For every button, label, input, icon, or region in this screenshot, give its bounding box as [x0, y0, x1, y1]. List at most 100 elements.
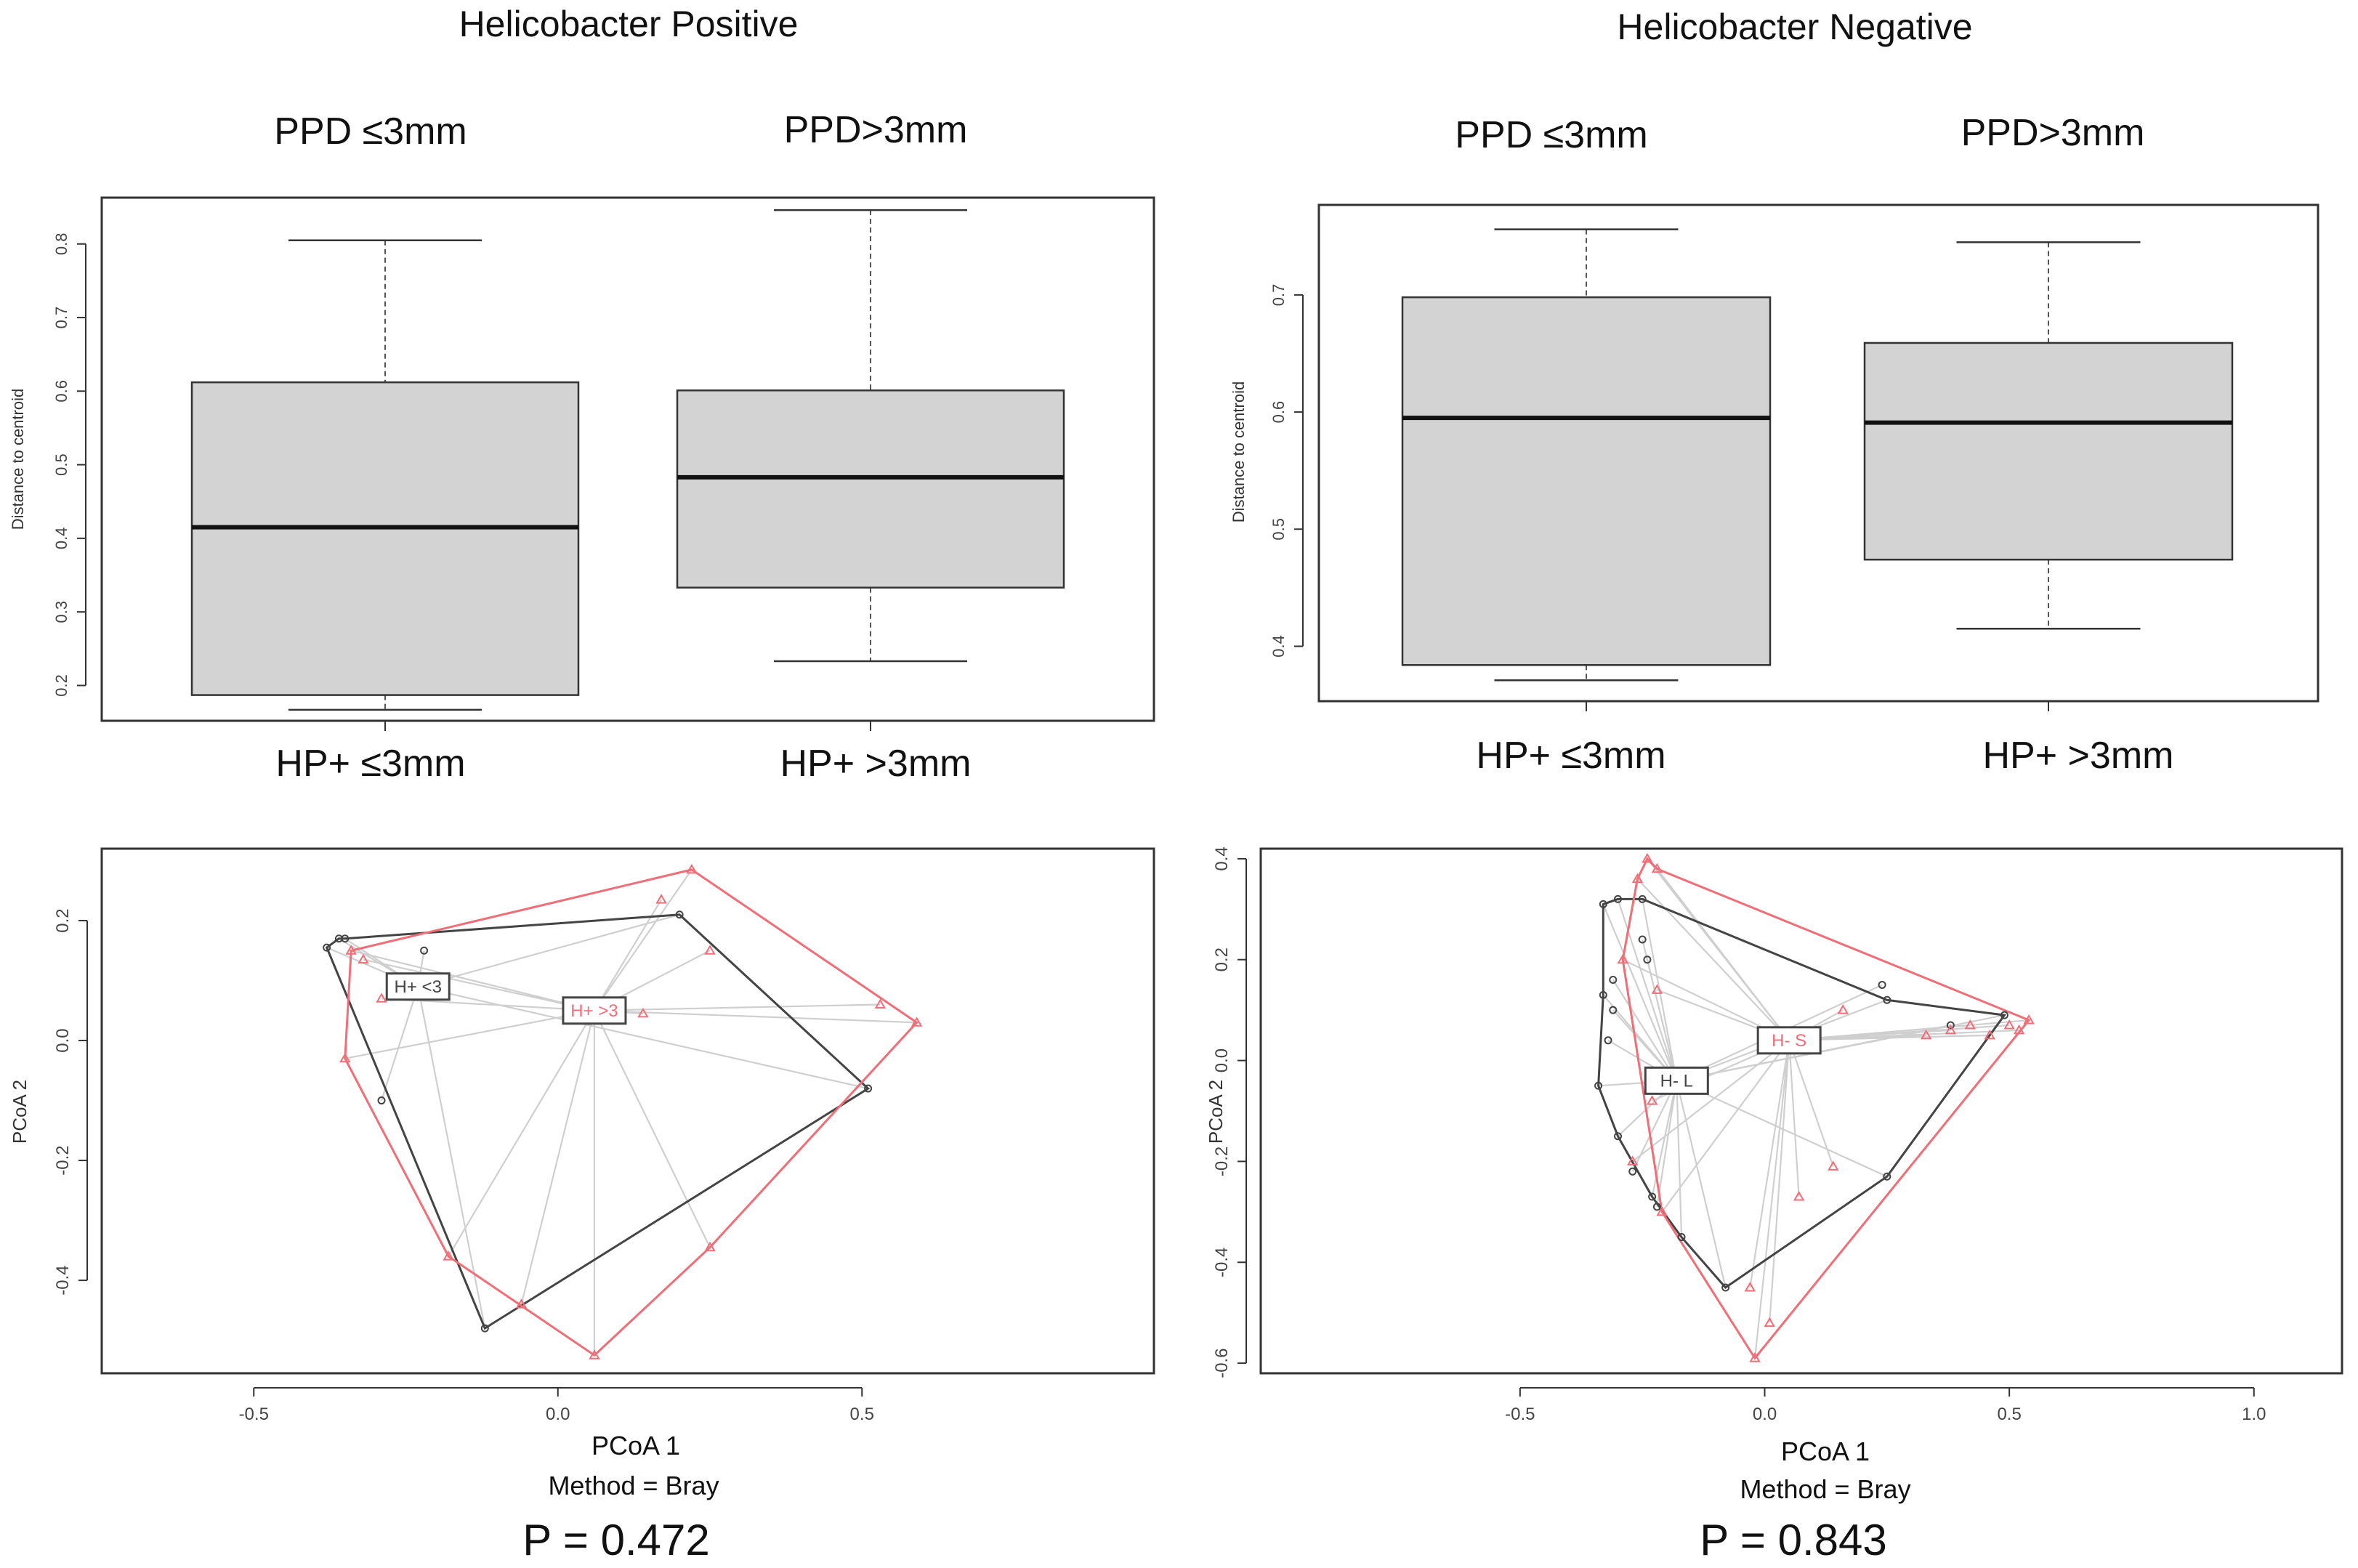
sample-point [1628, 1167, 1637, 1176]
sample-point [2023, 1014, 2035, 1025]
sample-point [1609, 1006, 1618, 1014]
sample-point [1614, 894, 1623, 903]
sample-point [1614, 1132, 1623, 1141]
y-tick-label: 0.5 [52, 453, 70, 476]
sample-point [1764, 1317, 1775, 1327]
hn-boxplot-yaxis: 0.4 0.5 0.6 0.7 [1269, 284, 2049, 711]
sample-point [1656, 1205, 1668, 1216]
sample-point [1878, 980, 1886, 989]
sample-point [2013, 1024, 2025, 1035]
sample-point [1604, 1036, 1612, 1045]
hn-header-deep: PPD>3mm [1961, 112, 2145, 154]
spider-line [1656, 1080, 1678, 1208]
y-tick-label: 0.6 [1269, 401, 1288, 424]
spider-line [1676, 1080, 1727, 1288]
hn-boxes [1401, 228, 2234, 682]
sample-point [1946, 1021, 1955, 1030]
sample-point [1631, 873, 1644, 884]
sample-point [443, 1250, 454, 1261]
sample-point [1964, 1019, 1977, 1030]
group-hull [325, 913, 871, 1330]
sample-point [1984, 1029, 1995, 1040]
spider-line [363, 958, 595, 1011]
sample-point [1883, 995, 1891, 1004]
centroid-label-box [385, 972, 451, 1001]
y-tick-label: 0.8 [52, 233, 70, 255]
iqr-box [676, 389, 1065, 589]
sample-point [655, 894, 667, 904]
spider-line [380, 986, 419, 1101]
hn-category-shallow: HP+ ≤3mm [1476, 735, 1665, 777]
hp-pcoa-frame [100, 847, 1155, 1375]
y-tick-label: -0.4 [53, 1265, 73, 1295]
hn-pcoa-yaxis: -0.6 -0.4 -0.2 0.0 0.2 0.4 [1212, 846, 1247, 1378]
hp-category-deep: HP+ >3mm [780, 743, 972, 785]
spider-line [1612, 979, 1678, 1081]
spider-line [594, 899, 662, 1011]
sample-point [1594, 1081, 1603, 1090]
spider-line [1656, 868, 1790, 1041]
spider-line [1646, 959, 1678, 1081]
sample-point [339, 1052, 351, 1063]
sample-point [341, 934, 350, 943]
spider-line [350, 950, 595, 1011]
spider-line [417, 985, 868, 1090]
spider-line [1749, 1040, 1790, 1288]
sample-point [1651, 862, 1663, 873]
sample-point [420, 946, 429, 955]
sample-point [911, 1017, 923, 1027]
y-tick-label: 0.7 [52, 307, 70, 329]
y-tick-label: 0.3 [52, 601, 70, 623]
y-tick-label: -0.2 [53, 1145, 73, 1175]
y-tick-label: 0.5 [1269, 518, 1288, 541]
hp-pcoa-method: Method = Bray [548, 1471, 719, 1500]
sample-point [704, 1241, 716, 1252]
y-tick-label: -0.2 [1212, 1147, 1232, 1176]
sample-point [864, 1084, 873, 1093]
sample-point [1883, 1172, 1891, 1181]
y-tick-label: -0.4 [1212, 1248, 1232, 1277]
sample-point [2003, 1019, 2015, 1030]
iqr-box [1401, 296, 1772, 666]
y-tick-label: 0.0 [53, 1028, 73, 1052]
centroid-label: H- L [1660, 1071, 1693, 1091]
y-tick-label: 0.2 [52, 674, 70, 697]
sample-point [1609, 976, 1618, 984]
hp-panel-title: Helicobacter Positive [459, 4, 799, 44]
spider-line [520, 1010, 596, 1305]
iqr-box [190, 381, 580, 696]
sample-point [1626, 1155, 1639, 1165]
hn-pcoa-ylabel: PCoA 2 [1205, 1080, 1227, 1144]
sample-point [1837, 1004, 1849, 1014]
sample-point [1599, 990, 1607, 999]
spider-line [1632, 1039, 1790, 1163]
sample-point [1638, 894, 1647, 903]
sample-point [480, 1324, 489, 1333]
hp-boxes [190, 209, 1065, 711]
sample-point [1677, 1233, 1686, 1242]
hn-pcoa-method: Method = Bray [1740, 1474, 1910, 1504]
sample-point [1648, 1192, 1657, 1201]
sample-point [1920, 1029, 1932, 1040]
spider-line [1789, 1019, 2030, 1041]
hp-pcoa-xlabel: PCoA 1 [591, 1431, 680, 1460]
hp-p-value: P = 0.472 [522, 1516, 709, 1564]
spider-line [417, 986, 486, 1329]
hn-boxplot-frame [1317, 203, 2319, 703]
hn-panel-title: Helicobacter Negative [1617, 7, 1972, 47]
y-tick-label: 0.7 [1269, 284, 1288, 307]
group-hull [344, 868, 918, 1357]
sample-point [704, 945, 716, 955]
hp-header-deep: PPD>3mm [784, 109, 968, 151]
hn-pcoa-xlabel: PCoA 1 [1781, 1436, 1870, 1466]
spider-line [448, 1010, 595, 1257]
hp-pcoa-yaxis: -0.4 -0.2 0.0 0.2 [53, 908, 88, 1296]
x-tick-label: 0.0 [546, 1405, 570, 1424]
y-tick-label: 0.6 [52, 380, 70, 403]
sample-point [1744, 1281, 1756, 1292]
spider-line [1769, 1040, 1790, 1323]
hn-boxplot: PPD ≤3mm PPD>3mm Distance to centroid 0.… [1230, 112, 2319, 777]
spider-line [1676, 1080, 1888, 1178]
hp-pcoa-plot: PCoA 2 -0.4-0.20.00.2 -0.5 0.0 0.5 H+ <3H+… [9, 847, 1155, 1564]
